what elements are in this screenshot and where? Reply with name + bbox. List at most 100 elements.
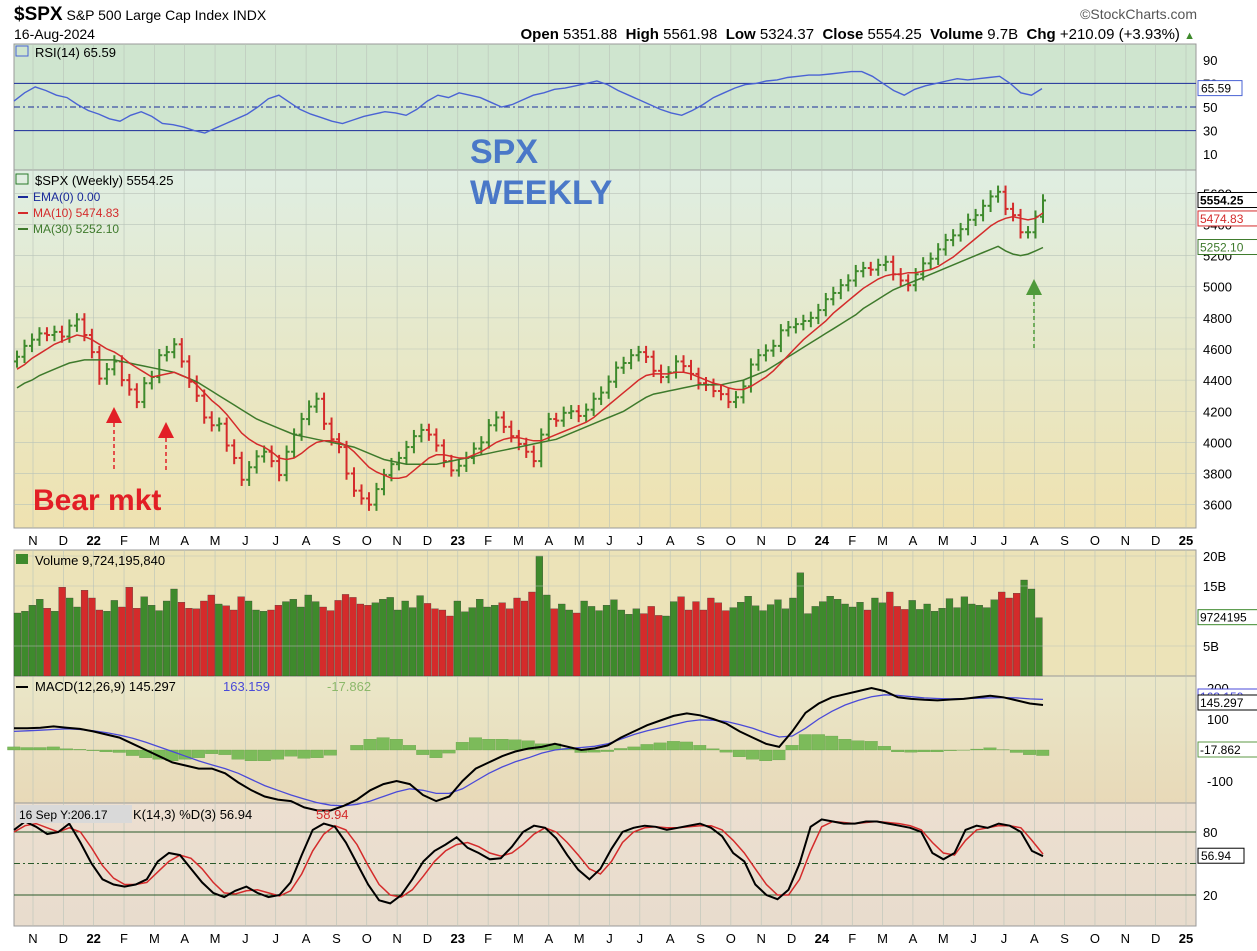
volume-bar [453, 600, 461, 677]
x-axis-label: F [848, 533, 856, 548]
volume-bar [438, 609, 447, 677]
volume-bar [13, 612, 22, 677]
x-axis-label-bottom: 25 [1179, 931, 1193, 946]
price-tick-label: 4600 [1203, 342, 1232, 357]
macd-histogram-bar [943, 749, 957, 751]
x-axis-label: O [726, 533, 736, 548]
price-legend-item: MA(30) 5252.10 [33, 222, 119, 236]
bear-market-label: Bear mkt [33, 484, 161, 517]
macd-histogram-bar [152, 749, 166, 760]
price-legend-item: EMA(0) 0.00 [33, 190, 101, 204]
ma10-line [16, 212, 1044, 479]
volume-bar [245, 600, 253, 677]
x-axis-label-bottom: N [1121, 931, 1130, 946]
volume-bar [341, 594, 350, 677]
x-axis-label-bottom: D [423, 931, 432, 946]
volume-legend-icon [16, 554, 28, 564]
rsi-tick-label: 30 [1203, 124, 1217, 139]
volume-bar [945, 598, 954, 677]
volume-bar [722, 610, 730, 677]
volume-bar [66, 597, 74, 677]
x-axis-label: S [332, 533, 341, 548]
quote-summary: Open 5351.88 High 5561.98 Low 5324.37 Cl… [521, 26, 1195, 43]
macd-panel-bg [13, 675, 1197, 804]
volume-bar [759, 610, 767, 677]
volume-bar [625, 614, 633, 677]
macd-legend-3: -17.862 [327, 679, 371, 694]
stochastic-k-line [13, 818, 1044, 905]
volume-bar [43, 608, 51, 677]
volume-bar [461, 611, 469, 677]
x-axis-label: F [120, 533, 128, 548]
volume-bar [118, 606, 126, 677]
price-tick-label: 3600 [1203, 498, 1232, 513]
x-axis-label-bottom: A [909, 931, 918, 946]
volume-bar [468, 607, 476, 677]
x-axis-label: S [696, 533, 705, 548]
chart-date: 16-Aug-2024 [14, 26, 95, 42]
volume-bar [528, 591, 536, 677]
price-legend-item: MA(10) 5474.83 [33, 206, 119, 220]
x-axis-label-bottom: A [302, 931, 311, 946]
x-axis-label-bottom: O [1090, 931, 1100, 946]
volume-bar [766, 604, 775, 677]
volume-bar [483, 606, 491, 677]
macd-histogram-bar [983, 747, 997, 751]
volume-bar [155, 610, 163, 677]
support-arrow-head [1026, 279, 1042, 295]
volume-legend: Volume 9,724,195,840 [35, 553, 165, 568]
volume-bar [804, 613, 812, 677]
volume-bar [990, 599, 998, 677]
price-tick-label: 3800 [1203, 467, 1232, 482]
volume-bar [558, 603, 566, 677]
macd-histogram-bar [719, 749, 733, 753]
macd-histogram-bar [165, 749, 179, 762]
x-axis-label: J [606, 533, 613, 548]
high-label: High [625, 26, 659, 43]
volume-bar [274, 605, 282, 677]
volume-bar [133, 608, 141, 677]
macd-histogram-bar [99, 749, 113, 753]
volume-bar [334, 600, 342, 677]
macd-histogram-bar [732, 749, 746, 757]
rsi-tick-label: 10 [1203, 147, 1217, 162]
macd-histogram-bar [521, 740, 535, 751]
x-axis-label-bottom: J [637, 931, 644, 946]
macd-legend-2: 163.159 [223, 679, 270, 694]
macd-histogram-bar [46, 746, 60, 751]
volume-bar [565, 609, 573, 677]
volume-bar [975, 605, 983, 677]
high-value: 5561.98 [663, 26, 718, 43]
x-axis-label: M [149, 533, 160, 548]
symbol: $SPX [14, 4, 63, 25]
rsi-tick-label: 90 [1203, 53, 1217, 68]
open-value: 5351.88 [563, 26, 618, 43]
stochastic-legend-2: 58.94 [316, 807, 349, 822]
macd-histogram-bar [851, 740, 865, 751]
volume-bar [781, 608, 790, 677]
volume-bar [677, 596, 685, 677]
macd-histogram-bar [389, 739, 403, 751]
volume-bar [931, 611, 939, 677]
x-axis-label: A [544, 533, 553, 548]
x-axis-label-bottom: D [59, 931, 68, 946]
volume-bar [215, 603, 223, 677]
exchange: INDX [232, 7, 267, 23]
x-axis-label-bottom: F [848, 931, 856, 946]
macd-histogram-bar [271, 749, 285, 760]
macd-line [14, 686, 1044, 812]
volume-bar [1005, 597, 1013, 677]
macd-histogram-bar [482, 739, 496, 751]
bear-arrow-1-head [106, 407, 122, 423]
price-legend: $SPX (Weekly) 5554.25 [35, 173, 174, 188]
volume-bar [960, 596, 968, 677]
volume-bar [893, 606, 901, 677]
volume-bar [610, 599, 618, 677]
volume-bar [416, 595, 424, 677]
x-axis-label-bottom: J [242, 931, 249, 946]
macd-histogram-bar [1036, 749, 1050, 756]
x-axis-label: F [484, 533, 492, 548]
x-axis-label: N [757, 533, 766, 548]
x-axis-label: N [1121, 533, 1130, 548]
x-axis-label-bottom: S [696, 931, 705, 946]
